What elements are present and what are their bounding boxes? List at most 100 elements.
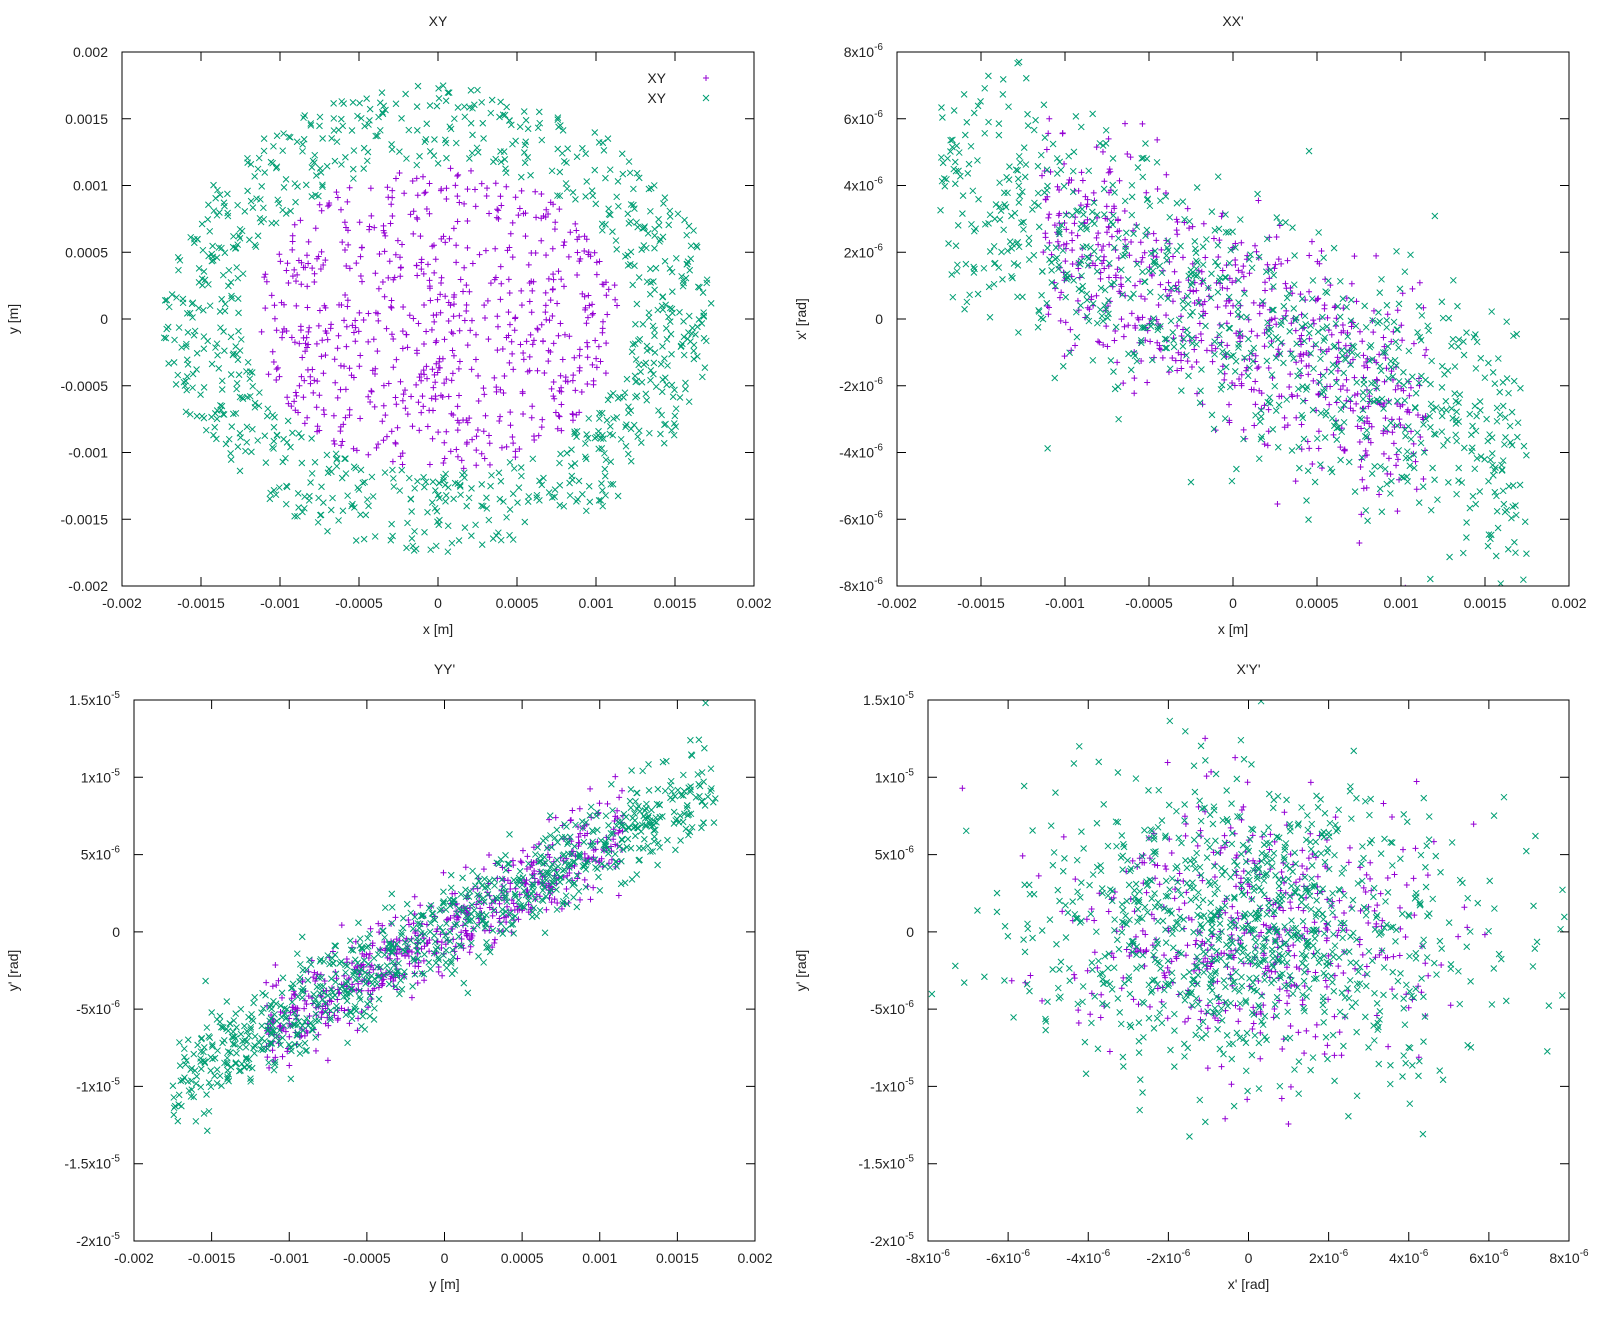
- data-point: [607, 392, 614, 399]
- data-point: [619, 170, 627, 178]
- data-point: [512, 137, 519, 145]
- data-point: [352, 537, 360, 544]
- data-point: [507, 880, 514, 887]
- data-point: [332, 978, 340, 986]
- data-point: [449, 899, 456, 907]
- data-point: [1245, 335, 1252, 343]
- data-point: [646, 345, 654, 353]
- data-point: [645, 812, 652, 820]
- data-point: [374, 310, 381, 317]
- data-point: [1181, 215, 1188, 223]
- data-point: [1101, 286, 1109, 294]
- data-point: [1041, 168, 1048, 175]
- data-point: [1233, 872, 1240, 879]
- data-point: [953, 267, 961, 275]
- data-point: [1438, 428, 1446, 436]
- data-point: [518, 302, 525, 309]
- data-point: [1163, 312, 1170, 319]
- data-point: [1381, 343, 1388, 350]
- data-point: [1362, 447, 1369, 454]
- data-point: [1099, 148, 1106, 155]
- data-point: [551, 493, 558, 501]
- data-point: [628, 348, 636, 356]
- data-point: [1162, 863, 1169, 870]
- data-point: [355, 486, 363, 493]
- data-point: [593, 364, 600, 371]
- data-point: [299, 147, 306, 155]
- data-point: [1171, 268, 1178, 275]
- data-point: [1401, 424, 1408, 431]
- data-point: [426, 102, 434, 109]
- data-point: [462, 904, 469, 912]
- data-point: [659, 343, 666, 350]
- data-point: [1057, 317, 1064, 324]
- data-point: [1301, 1050, 1308, 1057]
- data-point: [457, 890, 465, 898]
- data-point: [647, 848, 654, 856]
- data-point: [1202, 254, 1209, 261]
- data-point: [970, 263, 978, 271]
- data-point: [624, 262, 632, 269]
- data-point: [1059, 362, 1067, 370]
- data-point: [442, 941, 449, 948]
- data-point: [315, 1017, 323, 1025]
- data-point: [1230, 919, 1237, 926]
- data-point: [547, 348, 554, 355]
- data-point: [497, 920, 505, 927]
- data-point: [654, 861, 661, 869]
- data-point: [446, 937, 454, 945]
- data-point: [183, 340, 190, 348]
- data-point: [282, 1015, 290, 1022]
- data-point: [1393, 326, 1401, 334]
- data-point: [251, 1033, 259, 1040]
- data-point: [581, 876, 588, 883]
- data-point: [319, 337, 326, 344]
- data-point: [1226, 401, 1233, 408]
- data-point: [475, 898, 483, 906]
- data-point: [682, 825, 690, 833]
- data-point: [603, 834, 610, 841]
- data-point: [472, 331, 479, 338]
- data-point: [1056, 158, 1064, 166]
- data-point: [1460, 338, 1467, 345]
- data-point: [1315, 445, 1322, 452]
- data-point: [661, 787, 669, 795]
- data-point: [460, 288, 467, 295]
- data-point: [1470, 821, 1477, 828]
- data-point: [1131, 390, 1138, 397]
- data-point: [560, 897, 567, 905]
- data-point: [637, 439, 645, 446]
- data-point: [633, 169, 641, 177]
- data-point: [1493, 417, 1501, 425]
- data-point: [429, 435, 436, 442]
- data-point: [563, 886, 570, 893]
- data-point: [569, 188, 577, 196]
- data-point: [268, 1040, 276, 1047]
- tick-label: 8x10-6: [844, 42, 884, 60]
- data-point: [467, 87, 475, 94]
- data-point: [554, 192, 561, 199]
- data-point: [603, 340, 610, 347]
- data-point: [651, 326, 658, 334]
- data-point: [1196, 399, 1204, 407]
- data-point: [463, 307, 470, 314]
- data-point: [690, 341, 698, 349]
- data-point: [1381, 465, 1389, 473]
- data-point: [1391, 871, 1398, 878]
- data-point: [947, 136, 954, 144]
- tick-label: 6x10-6: [844, 109, 884, 127]
- data-point: [1250, 386, 1257, 393]
- data-point: [1193, 359, 1200, 366]
- data-point: [1015, 243, 1023, 251]
- data-point: [472, 521, 479, 529]
- data-point: [505, 276, 512, 283]
- data-point: [442, 470, 449, 478]
- data-point: [234, 295, 242, 302]
- data-point: [556, 206, 563, 213]
- data-point: [1024, 122, 1032, 129]
- data-point: [301, 1005, 308, 1012]
- data-point: [1059, 129, 1066, 136]
- data-point: [1148, 356, 1156, 364]
- data-point: [449, 946, 457, 954]
- tick-label: 0: [875, 311, 883, 327]
